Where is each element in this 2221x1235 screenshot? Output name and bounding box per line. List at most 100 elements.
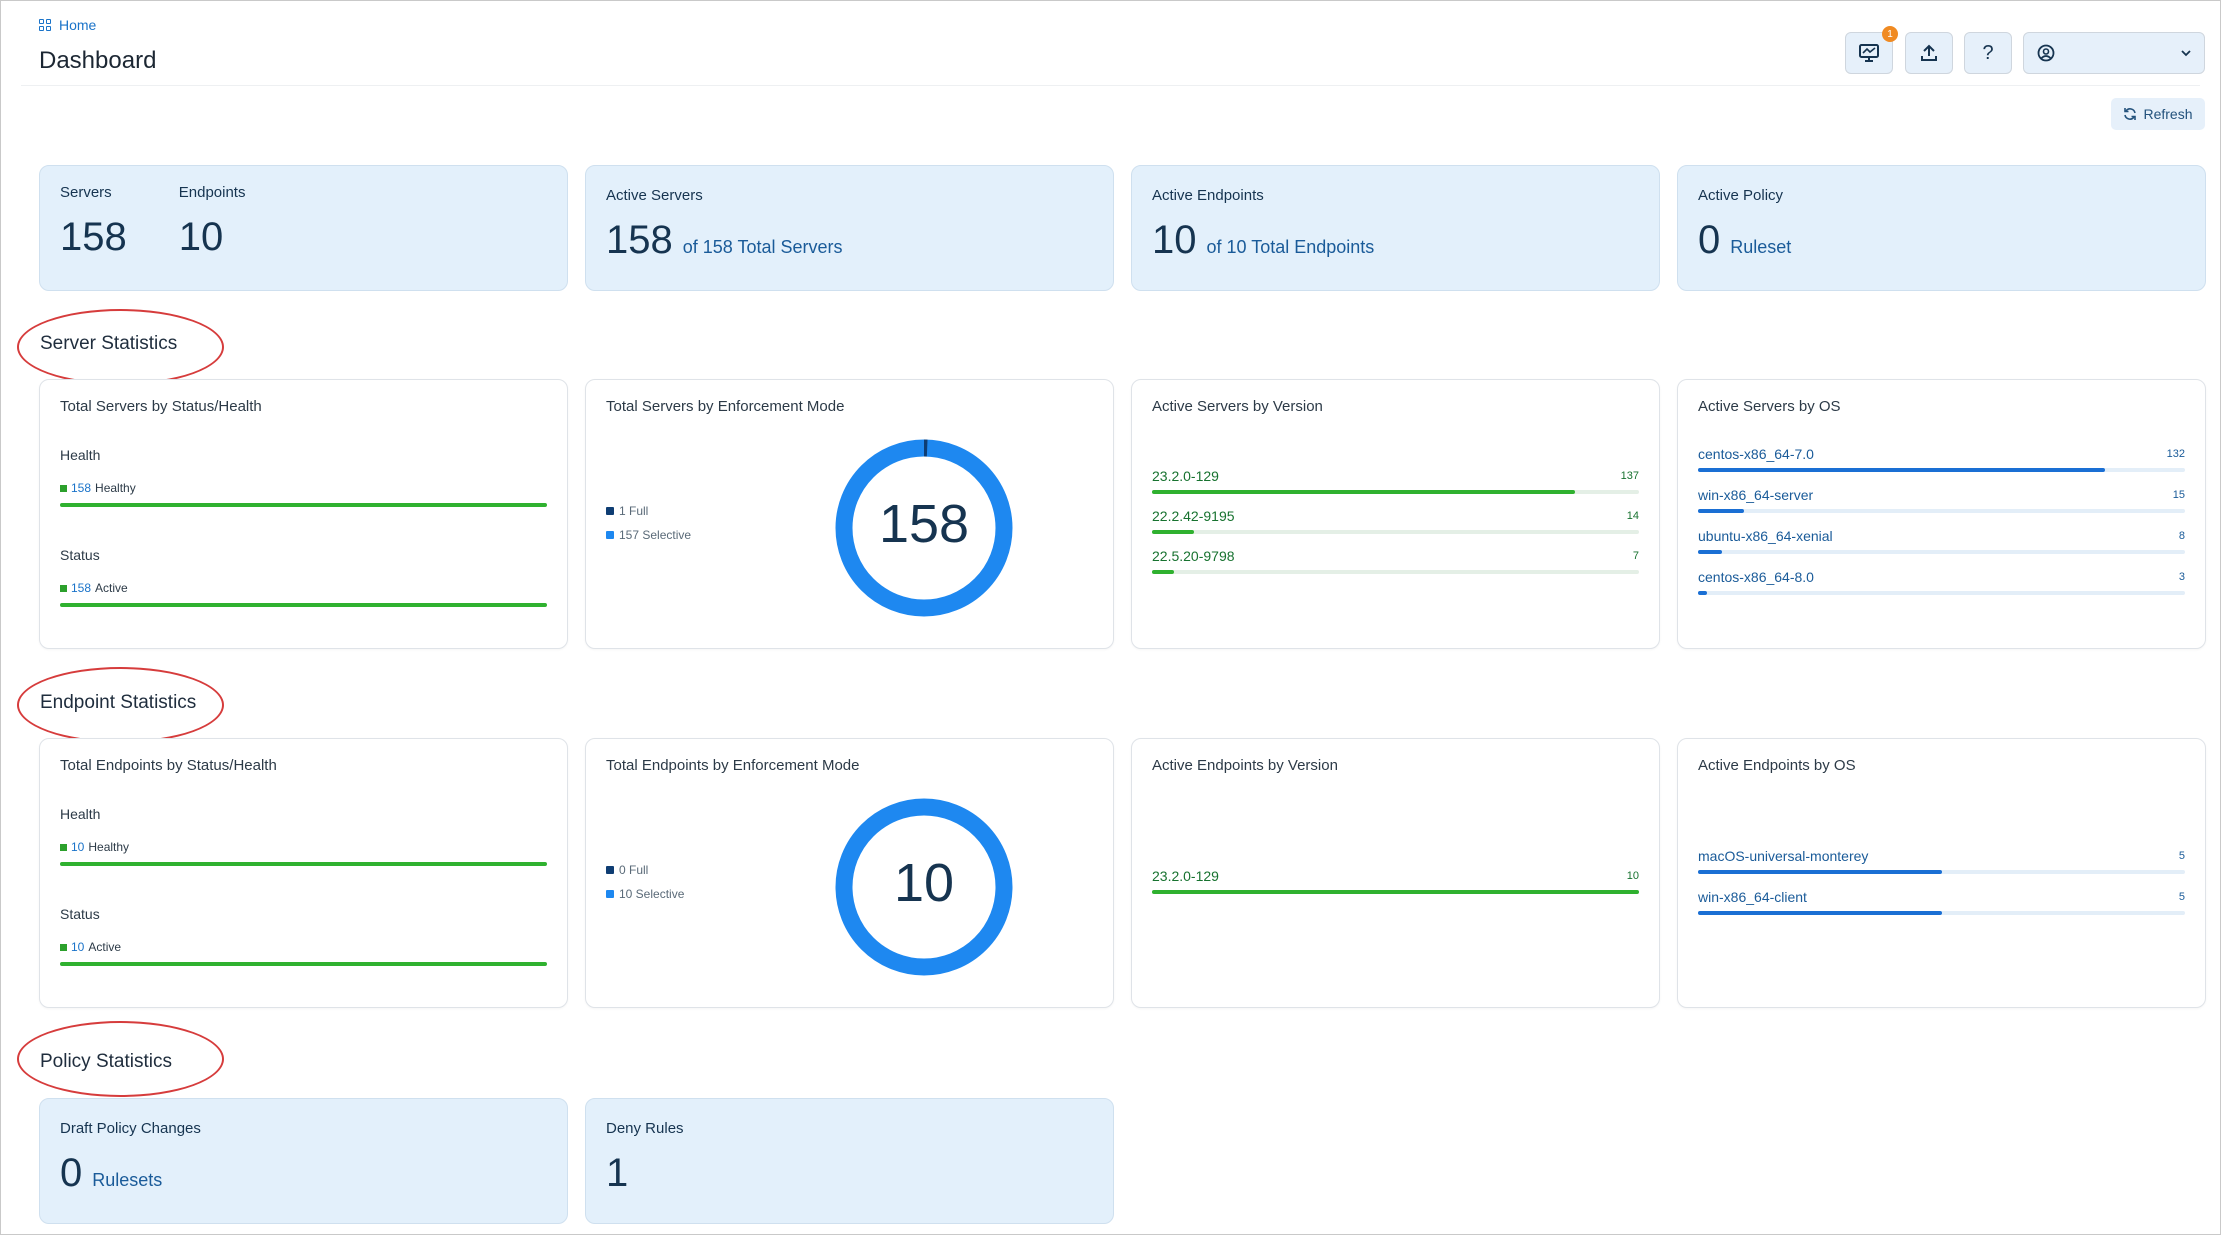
os-row[interactable]: macOS-universal-monterey 5 xyxy=(1698,848,2185,874)
version-fill xyxy=(1152,530,1195,534)
health-legend: 10 Healthy xyxy=(60,840,547,854)
endpoints-enforcement-donut[interactable] xyxy=(835,798,1013,976)
os-row[interactable]: win-x86_64-client 5 xyxy=(1698,889,2185,915)
servers-enforcement-card: Total Servers by Enforcement Mode 1 Full… xyxy=(585,379,1114,649)
os-count: 3 xyxy=(2178,571,2185,583)
os-track xyxy=(1698,870,2185,874)
active-endpoints-value: 10 xyxy=(1152,218,1197,262)
refresh-label: Refresh xyxy=(2143,106,2193,122)
endpoints-value: 10 xyxy=(178,215,224,259)
os-count: 5 xyxy=(2178,891,2185,903)
page-title: Dashboard xyxy=(39,47,157,74)
servers-label: Servers xyxy=(60,184,112,201)
version-count: 10 xyxy=(1626,870,1639,882)
active-endpoints-label: Active Endpoints xyxy=(1152,187,1264,204)
version-label: 22.2.42-9195 xyxy=(1152,508,1235,524)
active-policy-label: Active Policy xyxy=(1698,187,1784,204)
card-title: Active Servers by OS xyxy=(1698,398,1841,415)
os-label: centos-x86_64-8.0 xyxy=(1698,569,1814,585)
version-count: 7 xyxy=(1632,550,1639,562)
version-row[interactable]: 22.2.42-9195 14 xyxy=(1152,508,1639,534)
version-track xyxy=(1152,530,1639,534)
os-fill xyxy=(1698,870,1942,874)
health-bar[interactable] xyxy=(60,862,547,866)
breadcrumb[interactable]: Home xyxy=(39,17,96,33)
legend-swatch xyxy=(60,584,67,592)
version-fill xyxy=(1152,490,1575,494)
servers-enforcement-donut[interactable] xyxy=(835,439,1013,617)
servers-status-health-card: Total Servers by Status/Health Health 15… xyxy=(39,379,568,649)
active-policy-value: 0 xyxy=(1698,218,1721,262)
active-policy-suffix: Ruleset xyxy=(1730,237,1792,257)
version-label: 23.2.0-129 xyxy=(1152,468,1219,484)
os-count: 8 xyxy=(2178,530,2185,542)
version-track xyxy=(1152,890,1639,894)
user-icon xyxy=(2037,44,2055,62)
card-title: Total Servers by Enforcement Mode xyxy=(606,398,845,415)
card-title: Active Endpoints by OS xyxy=(1698,757,1856,774)
os-label: centos-x86_64-7.0 xyxy=(1698,446,1814,462)
os-fill xyxy=(1698,911,1942,915)
version-track xyxy=(1152,490,1639,494)
donut-total: 10 xyxy=(893,853,955,913)
breadcrumb-home[interactable]: Home xyxy=(59,17,97,33)
draft-policy-tile[interactable]: Draft Policy Changes 0 Rulesets xyxy=(39,1098,568,1224)
refresh-button[interactable]: Refresh xyxy=(2111,98,2205,130)
version-row[interactable]: 22.5.20-9798 7 xyxy=(1152,548,1639,574)
deny-rules-value: 1 xyxy=(606,1151,629,1195)
version-label: 23.2.0-129 xyxy=(1152,868,1219,884)
donut-total: 158 xyxy=(878,494,970,554)
status-bar[interactable] xyxy=(60,962,547,966)
deny-rules-label: Deny Rules xyxy=(606,1120,684,1137)
refresh-icon xyxy=(2124,108,2137,120)
os-row[interactable]: centos-x86_64-7.0 132 xyxy=(1698,446,2185,472)
endpoints-by-version-card: Active Endpoints by Version 23.2.0-129 10 xyxy=(1131,738,1660,1008)
active-servers-tile[interactable]: Active Servers 158 of 158 Total Servers xyxy=(585,165,1114,291)
version-row[interactable]: 23.2.0-129 10 xyxy=(1152,868,1639,894)
selective-slice[interactable] xyxy=(835,798,1013,976)
header-divider xyxy=(21,85,2200,86)
legend-full-label: 0 Full xyxy=(619,863,649,877)
health-bar[interactable] xyxy=(60,503,547,507)
active-policy-tile[interactable]: Active Policy 0 Ruleset xyxy=(1677,165,2206,291)
deny-rules-tile[interactable]: Deny Rules 1 xyxy=(585,1098,1114,1224)
health-legend: 158 Healthy xyxy=(60,481,547,495)
status-text: Active xyxy=(95,581,128,595)
active-servers-label: Active Servers xyxy=(606,187,703,204)
card-title: Total Endpoints by Status/Health xyxy=(60,757,277,774)
upload-button[interactable] xyxy=(1905,32,1953,74)
status-bar[interactable] xyxy=(60,603,547,607)
legend-selective-label: 10 Selective xyxy=(619,887,685,901)
legend-selective[interactable]: 157 Selective xyxy=(606,528,691,542)
home-grid-icon xyxy=(39,19,51,31)
endpoints-by-os-card: Active Endpoints by OS macOS-universal-m… xyxy=(1677,738,2206,1008)
servers-endpoints-tile: Servers 158 Endpoints 10 xyxy=(39,165,568,291)
servers-by-version-card: Active Servers by Version 23.2.0-129 137 … xyxy=(1131,379,1660,649)
endpoints-enforcement-card: Total Endpoints by Enforcement Mode 0 Fu… xyxy=(585,738,1114,1008)
os-row[interactable]: ubuntu-x86_64-xenial 8 xyxy=(1698,528,2185,554)
legend-full[interactable]: 0 Full xyxy=(606,863,684,877)
endpoints-label: Endpoints xyxy=(178,184,246,201)
card-title: Total Servers by Status/Health xyxy=(60,398,262,415)
active-endpoints-suffix: of 10 Total Endpoints xyxy=(1206,237,1375,257)
active-endpoints-tile[interactable]: Active Endpoints 10 of 10 Total Endpoints xyxy=(1131,165,1660,291)
help-button[interactable]: ? xyxy=(1964,32,2012,74)
os-track xyxy=(1698,550,2185,554)
legend-selective[interactable]: 10 Selective xyxy=(606,887,684,901)
os-label: macOS-universal-monterey xyxy=(1698,848,1869,864)
chevron-down-icon xyxy=(2181,50,2191,57)
os-count: 132 xyxy=(2166,448,2185,460)
version-row[interactable]: 23.2.0-129 137 xyxy=(1152,468,1639,494)
monitor-button[interactable]: 1 xyxy=(1845,26,1898,74)
user-menu[interactable] xyxy=(2023,32,2205,74)
active-servers-suffix: of 158 Total Servers xyxy=(682,237,843,257)
os-row[interactable]: win-x86_64-server 15 xyxy=(1698,487,2185,513)
notification-badge: 1 xyxy=(1882,26,1898,42)
enforcement-legend: 1 Full 157 Selective xyxy=(606,504,691,542)
os-row[interactable]: centos-x86_64-8.0 3 xyxy=(1698,569,2185,595)
os-track xyxy=(1698,509,2185,513)
version-fill xyxy=(1152,890,1639,894)
os-label: win-x86_64-server xyxy=(1698,487,1814,503)
legend-full[interactable]: 1 Full xyxy=(606,504,691,518)
version-label: 22.5.20-9798 xyxy=(1152,548,1235,564)
